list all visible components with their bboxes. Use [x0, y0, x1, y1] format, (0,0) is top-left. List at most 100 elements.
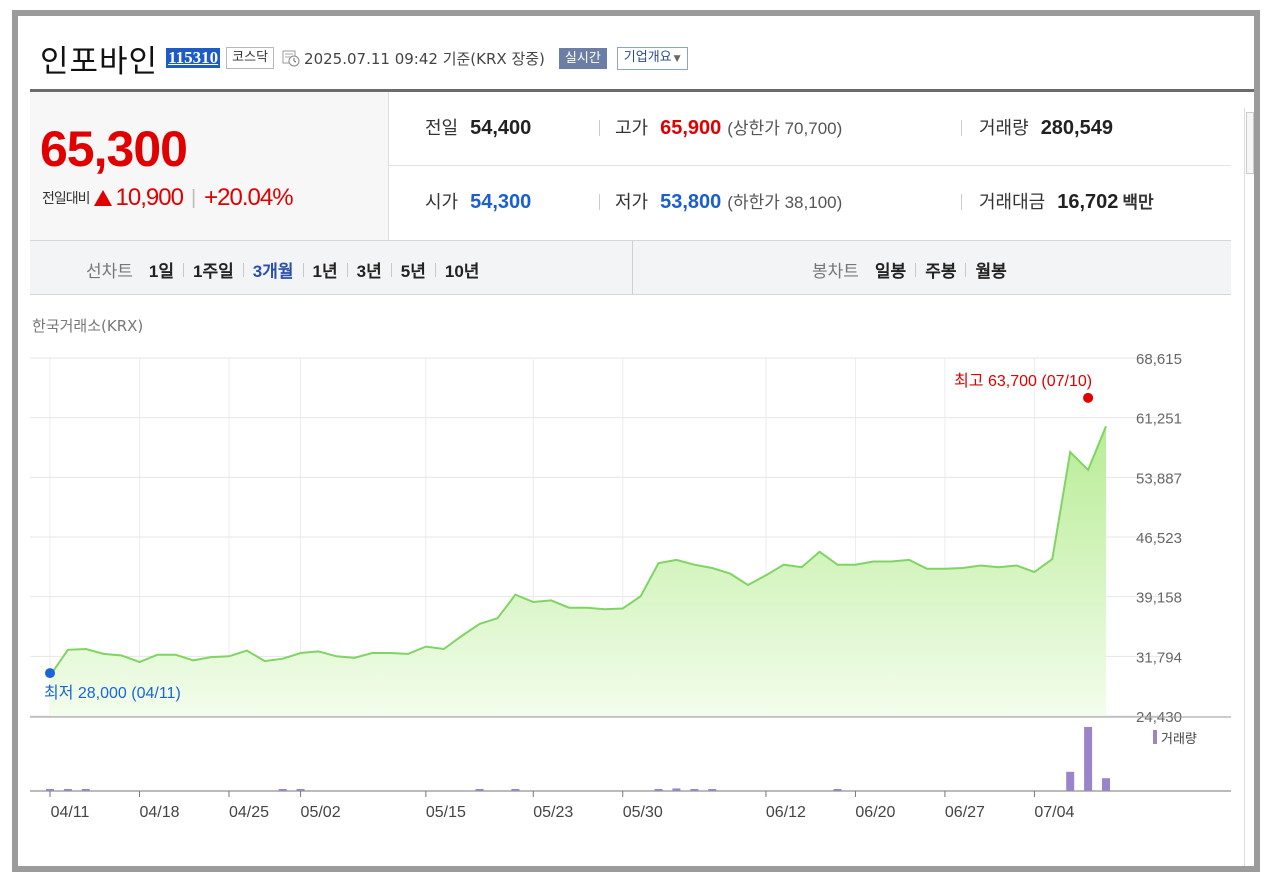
x-tick-label: 06/12: [766, 804, 806, 821]
high-label: 최고 63,700 (07/10): [954, 372, 1092, 390]
volume-bar: [475, 789, 484, 791]
price-chart[interactable]: 68,61561,25153,88746,52339,15831,79424,4…: [18, 16, 1254, 866]
title-row: 인포바인 115310 코스닥 2025.07.11 09:42 기준(KRX …: [40, 38, 688, 80]
x-tick-label: 05/23: [533, 804, 573, 821]
volume-bar: [654, 789, 663, 791]
x-tick-label: 07/04: [1034, 804, 1074, 821]
period-separator: [183, 262, 185, 277]
period-1d[interactable]: 1일: [148, 262, 175, 281]
period-3y[interactable]: 3년: [356, 262, 382, 281]
stat-unit: 백만: [1122, 193, 1154, 212]
candle-chart-periods: 봉차트 일봉 주봉 월봉: [812, 257, 1007, 282]
chart-toolbar: 선차트 1일 1주일 3개월 1년 3년 5년 10년 봉차트 일봉 주봉 월봉: [30, 240, 1231, 295]
volume-legend-label: 거래량: [1161, 731, 1197, 746]
stat-label: 저가: [615, 192, 649, 212]
volume-bar: [833, 789, 842, 791]
top-divider: [30, 89, 1254, 92]
stat-label: 거래량: [979, 118, 1029, 138]
period-separator: [915, 262, 917, 277]
volume-bar: [296, 789, 305, 791]
y-tick-label: 31,794: [1136, 649, 1182, 666]
y-tick-label: 68,615: [1136, 351, 1182, 368]
volume-bar: [81, 789, 90, 791]
line-chart-periods: 선차트 1일 1주일 3개월 1년 3년 5년 10년: [86, 257, 479, 282]
period-1y[interactable]: 1년: [312, 262, 338, 281]
volume-bar: [46, 789, 54, 791]
x-tick-label: 04/18: [139, 804, 179, 821]
price-line: [49, 425, 1107, 677]
upper-limit: (상한가 70,700): [727, 119, 843, 138]
y-tick-label: 46,523: [1136, 530, 1182, 547]
stat-volume: 거래량 280,549: [979, 114, 1113, 140]
line-chart-label: 선차트: [86, 262, 133, 281]
candle-daily[interactable]: 일봉: [874, 262, 907, 281]
period-separator: [965, 262, 967, 277]
stock-name: 인포바인: [40, 43, 159, 80]
change-separator: |: [190, 186, 197, 209]
candle-weekly[interactable]: 주봉: [925, 262, 957, 281]
period-separator: [390, 262, 392, 277]
current-price: 65,300: [40, 121, 188, 177]
stat-value: 65,900: [660, 117, 722, 139]
x-tick-label: 06/20: [855, 804, 895, 821]
scrollbar-thumb[interactable]: [1246, 112, 1254, 174]
realtime-button[interactable]: 실시간: [558, 47, 607, 69]
volume-bar: [708, 789, 717, 791]
scrollbar-track[interactable]: [1244, 108, 1254, 866]
candle-monthly[interactable]: 월봉: [975, 262, 1007, 281]
stock-panel: 인포바인 115310 코스닥 2025.07.11 09:42 기준(KRX …: [18, 16, 1254, 866]
volume-bar: [1102, 778, 1110, 791]
toolbar-divider: [632, 241, 633, 294]
x-tick-label: 04/25: [229, 804, 269, 821]
period-10y[interactable]: 10년: [444, 262, 480, 281]
up-triangle-icon: [93, 190, 112, 206]
x-tick-label: 05/02: [301, 804, 341, 821]
change-value: 10,900: [115, 184, 184, 211]
chevron-down-icon: ▼: [673, 53, 681, 64]
stat-divider: [961, 194, 962, 210]
period-separator: [242, 262, 244, 277]
lower-limit: (하한가 38,100): [727, 193, 843, 212]
period-1w[interactable]: 1주일: [193, 262, 234, 281]
stat-label: 시가: [425, 192, 459, 212]
x-tick-label: 05/15: [426, 804, 466, 821]
x-tick-label: 05/30: [623, 804, 663, 821]
calendar-clock-icon: [282, 49, 300, 67]
stat-value: 16,702: [1057, 191, 1119, 213]
period-separator: [346, 262, 348, 277]
volume-legend-swatch: [1153, 730, 1157, 744]
window-frame: 인포바인 115310 코스닥 2025.07.11 09:42 기준(KRX …: [12, 10, 1260, 872]
market-badge: 코스닥: [226, 47, 275, 69]
candle-chart-label: 봉차트: [812, 262, 859, 281]
volume-bar: [672, 788, 681, 791]
stat-label: 거래대금: [979, 192, 1046, 212]
stat-divider: [599, 120, 600, 136]
stat-prev-close: 전일 54,400: [425, 114, 531, 140]
company-overview-button[interactable]: 기업개요 ▼: [616, 46, 688, 70]
quote-timestamp: 2025.07.11 09:42 기준(KRX 장중): [304, 49, 545, 68]
x-tick-label: 06/27: [945, 804, 985, 821]
quote-stats: 전일 54,400 고가 65,900 (상한가 70,700) 거래량 280…: [389, 92, 1231, 241]
change-percent: +20.04%: [204, 184, 293, 211]
y-tick-label: 39,158: [1136, 590, 1182, 607]
price-panel: 65,300 전일대비 10,900 | +20.04%: [30, 92, 389, 241]
period-3m[interactable]: 3개월: [252, 262, 294, 281]
period-5y[interactable]: 5년: [400, 262, 426, 281]
period-separator: [434, 262, 436, 277]
stat-low: 저가 53,800 (하한가 38,100): [615, 188, 842, 214]
y-tick-label: 61,251: [1136, 411, 1182, 428]
stat-value: 53,800: [660, 191, 722, 213]
change-label: 전일대비: [42, 190, 91, 206]
stat-divider: [961, 120, 962, 136]
stock-code[interactable]: 115310: [166, 48, 221, 68]
exchange-label: 한국거래소(KRX): [32, 317, 144, 335]
volume-bar: [63, 789, 72, 791]
low-marker: [45, 668, 55, 679]
company-overview-label: 기업개요: [623, 49, 672, 65]
stat-high: 고가 65,900 (상한가 70,700): [615, 114, 842, 140]
low-label: 최저 28,000 (04/11): [44, 684, 181, 702]
stat-amount: 거래대금 16,702 백만: [979, 188, 1154, 214]
volume-bar: [690, 789, 699, 791]
y-tick-label: 53,887: [1136, 470, 1182, 487]
volume-bar: [1084, 727, 1093, 791]
